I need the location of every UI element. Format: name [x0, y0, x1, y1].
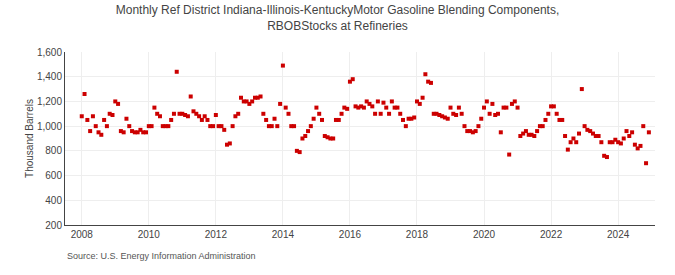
svg-text:2010: 2010	[138, 229, 161, 240]
svg-text:2020: 2020	[473, 229, 496, 240]
svg-text:1,600: 1,600	[37, 47, 62, 58]
svg-text:Source: U.S. Energy Informatio: Source: U.S. Energy Information Administ…	[67, 251, 256, 261]
svg-text:1,000: 1,000	[37, 121, 62, 132]
svg-text:200: 200	[45, 220, 62, 231]
svg-text:400: 400	[45, 195, 62, 206]
svg-text:Thousand Barrels: Thousand Barrels	[24, 99, 35, 178]
svg-text:1,400: 1,400	[37, 71, 62, 82]
svg-text:2022: 2022	[540, 229, 563, 240]
svg-text:2014: 2014	[272, 229, 295, 240]
svg-text:2024: 2024	[607, 229, 630, 240]
svg-text:800: 800	[45, 145, 62, 156]
svg-text:2012: 2012	[205, 229, 228, 240]
svg-text:2008: 2008	[71, 229, 94, 240]
svg-text:2016: 2016	[339, 229, 362, 240]
svg-text:600: 600	[45, 170, 62, 181]
svg-text:2018: 2018	[406, 229, 429, 240]
svg-text:1,200: 1,200	[37, 96, 62, 107]
svg-text:Monthly Ref District Indiana-I: Monthly Ref District Indiana-Illinois-Ke…	[116, 3, 560, 33]
